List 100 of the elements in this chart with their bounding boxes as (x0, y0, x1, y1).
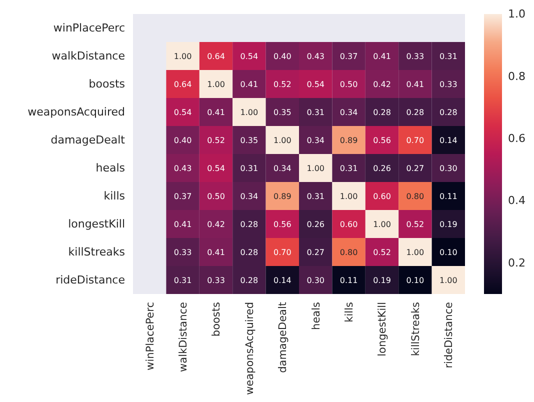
data-label: 1.00 (340, 192, 358, 201)
x-tick-label: kills (343, 302, 356, 322)
data-label: 0.33 (439, 80, 458, 89)
data-label: 0.11 (439, 192, 458, 201)
data-label: 0.56 (373, 136, 391, 145)
color-bar-label: 0.2 (508, 256, 526, 270)
data-label: 0.28 (439, 108, 458, 117)
data-label: 0.40 (174, 136, 192, 145)
data-label: 0.41 (207, 248, 225, 257)
data-label: 0.27 (406, 164, 424, 173)
data-label: 0.41 (240, 80, 258, 89)
data-label: 0.54 (240, 52, 258, 61)
data-label: 0.30 (439, 164, 458, 173)
color-bar-label: 0.6 (508, 132, 526, 145)
x-tick-label: boosts (210, 302, 223, 337)
data-label: 0.19 (439, 220, 458, 229)
data-label: 0.11 (340, 276, 358, 285)
data-label: 1.00 (406, 248, 424, 257)
color-bar-label: 0.4 (508, 194, 526, 208)
data-label: 0.34 (340, 108, 358, 117)
data-label: 1.00 (240, 108, 258, 117)
data-label: 0.54 (174, 108, 192, 117)
data-label: 0.60 (340, 220, 358, 229)
data-label: 0.10 (406, 276, 424, 285)
x-tick-label: weaponsAcquired (244, 302, 256, 395)
data-label: 0.31 (340, 164, 358, 173)
data-label: 0.31 (439, 52, 458, 61)
data-label: 0.89 (273, 192, 292, 201)
data-label: 0.31 (306, 192, 325, 201)
y-tick-label: kills (104, 190, 126, 203)
x-tick-label: longestKill (376, 302, 389, 356)
data-label: 0.10 (439, 248, 458, 257)
data-label: 0.52 (406, 220, 424, 229)
y-tick-label: rideDistance (56, 274, 126, 287)
data-label: 0.41 (174, 220, 192, 229)
data-label: 0.31 (306, 108, 325, 117)
data-label: 0.28 (240, 276, 258, 285)
data-label: 0.37 (340, 52, 358, 61)
x-tick-label: killStreaks (410, 302, 422, 356)
data-label: 0.42 (373, 80, 391, 89)
data-label: 0.28 (240, 248, 258, 257)
data-label: 0.52 (207, 136, 225, 145)
data-label: 0.50 (207, 192, 225, 201)
data-label: 0.33 (174, 248, 192, 257)
data-label: 0.31 (240, 164, 258, 173)
data-label: 0.28 (373, 108, 391, 117)
y-tick-label: weaponsAcquired (28, 106, 125, 119)
data-label: 0.34 (240, 192, 258, 201)
data-label: 0.60 (373, 192, 391, 201)
data-label: 0.43 (306, 52, 325, 61)
x-tick-label: rideDistance (443, 302, 456, 368)
data-label: 0.52 (273, 80, 292, 89)
data-label: 0.89 (340, 136, 358, 145)
data-label: 0.34 (273, 164, 292, 173)
y-tick-label: heals (96, 162, 126, 175)
data-label: 0.26 (306, 220, 325, 229)
data-label: 0.50 (340, 80, 358, 89)
data-label: 0.27 (306, 248, 325, 257)
data-label: 0.41 (406, 80, 424, 89)
data-label: 0.52 (373, 248, 391, 257)
data-label: 0.33 (406, 52, 424, 61)
data-label: 0.28 (240, 220, 258, 229)
color-bar-label: 0.8 (508, 70, 526, 83)
x-tick-label: heals (310, 302, 322, 330)
data-label: 0.35 (240, 136, 258, 145)
x-tick-label: walkDistance (177, 302, 190, 372)
data-label: 0.31 (174, 276, 192, 285)
data-label: 0.34 (306, 136, 325, 145)
data-label: 0.37 (174, 192, 192, 201)
y-tick-label: winPlacePerc (53, 22, 125, 35)
data-label: 0.80 (406, 192, 424, 201)
data-label: 0.26 (373, 164, 391, 173)
data-label: 0.80 (340, 248, 358, 257)
data-label: 1.00 (439, 276, 458, 285)
data-label: 1.00 (373, 220, 391, 229)
y-tick-label: longestKill (68, 218, 125, 231)
y-tick-label: boosts (88, 78, 126, 91)
x-tick-label: damageDealt (277, 302, 290, 373)
data-label: 0.64 (207, 52, 225, 61)
data-label: 0.14 (273, 276, 292, 285)
data-label: 0.28 (406, 108, 424, 117)
data-label: 0.19 (373, 276, 391, 285)
data-label: 0.70 (273, 248, 292, 257)
y-tick-label: killStreaks (68, 246, 126, 259)
data-label: 0.41 (207, 108, 225, 117)
data-label: 0.30 (306, 276, 325, 285)
data-label: 0.42 (207, 220, 225, 229)
data-label: 0.33 (207, 276, 225, 285)
data-label: 1.00 (174, 52, 192, 61)
data-label: 1.00 (273, 136, 292, 145)
data-label: 1.00 (207, 80, 225, 89)
data-label: 0.14 (439, 136, 458, 145)
data-label: 1.00 (306, 164, 325, 173)
y-tick-label: walkDistance (52, 50, 126, 63)
data-label: 0.35 (273, 108, 292, 117)
color-bar-label: 1.0 (508, 8, 526, 21)
data-label: 0.40 (273, 52, 292, 61)
data-label: 0.54 (207, 164, 225, 173)
data-label: 0.41 (373, 52, 391, 61)
y-tick-label: damageDealt (50, 134, 126, 147)
